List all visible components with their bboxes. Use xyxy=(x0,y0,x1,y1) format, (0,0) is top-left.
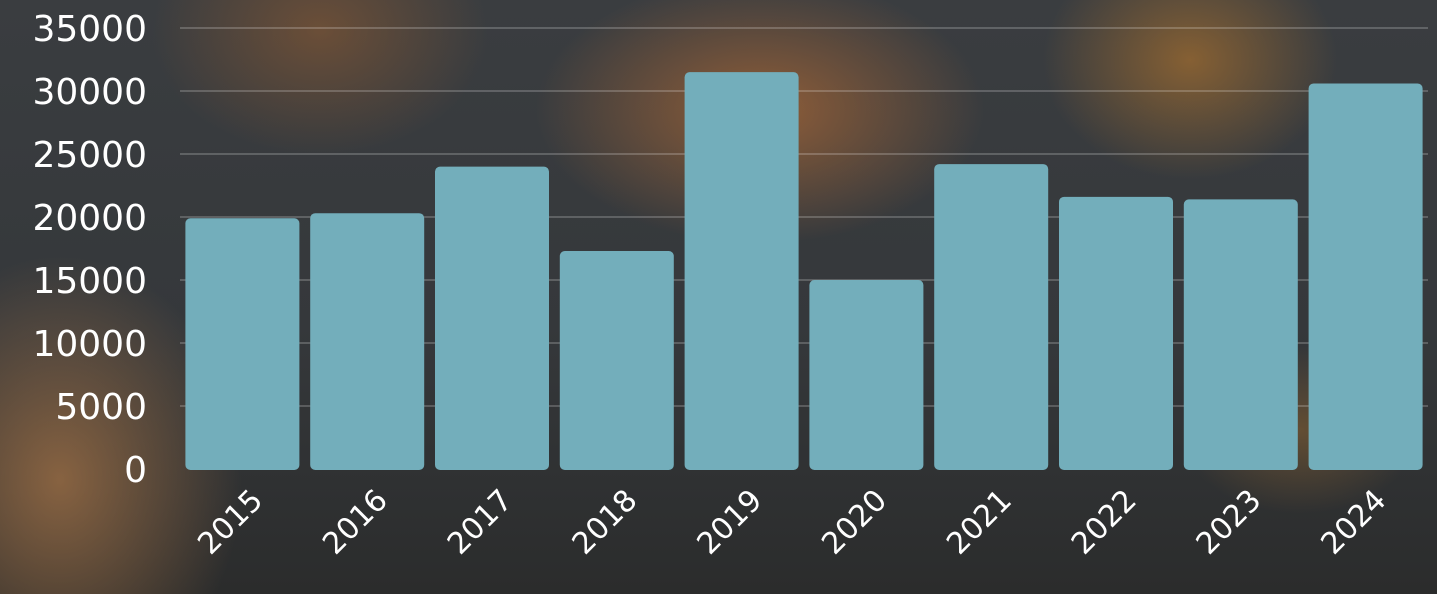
bar-2016 xyxy=(310,213,425,470)
bar-2018 xyxy=(559,251,674,470)
y-tick-label: 5000 xyxy=(55,387,147,428)
x-tick-label: 2017 xyxy=(441,483,520,562)
y-tick-label: 10000 xyxy=(32,324,147,365)
x-tick-label: 2020 xyxy=(815,483,894,562)
x-tick-label: 2019 xyxy=(691,483,770,562)
bar-2020 xyxy=(809,280,924,470)
x-axis-ticks: 2015 2016 2017 2018 2019 2020 2021 2022 2023 2024 xyxy=(191,483,1393,562)
y-tick-label: 30000 xyxy=(32,72,147,113)
y-tick-label: 0 xyxy=(124,450,147,491)
x-tick-label: 2015 xyxy=(191,483,270,562)
y-axis-ticks: 0 5000 10000 15000 20000 25000 30000 35000 xyxy=(32,9,147,491)
x-tick-label: 2024 xyxy=(1315,483,1394,562)
x-tick-label: 2021 xyxy=(940,483,1019,562)
bar-2022 xyxy=(1059,196,1173,470)
bar-2019 xyxy=(684,72,799,470)
x-tick-label: 2018 xyxy=(566,483,645,562)
y-tick-label: 25000 xyxy=(32,135,147,176)
y-tick-label: 15000 xyxy=(32,261,147,302)
bar-2015 xyxy=(185,218,300,470)
x-tick-label: 2023 xyxy=(1190,483,1269,562)
bars xyxy=(185,72,1423,471)
x-tick-label: 2016 xyxy=(316,483,395,562)
bar-2023 xyxy=(1183,199,1298,471)
x-tick-label: 2022 xyxy=(1065,483,1144,562)
bar-2024 xyxy=(1308,83,1423,470)
y-tick-label: 20000 xyxy=(32,198,147,239)
bar-2021 xyxy=(934,164,1049,470)
y-tick-label: 35000 xyxy=(32,9,147,50)
bar-2017 xyxy=(435,166,549,470)
